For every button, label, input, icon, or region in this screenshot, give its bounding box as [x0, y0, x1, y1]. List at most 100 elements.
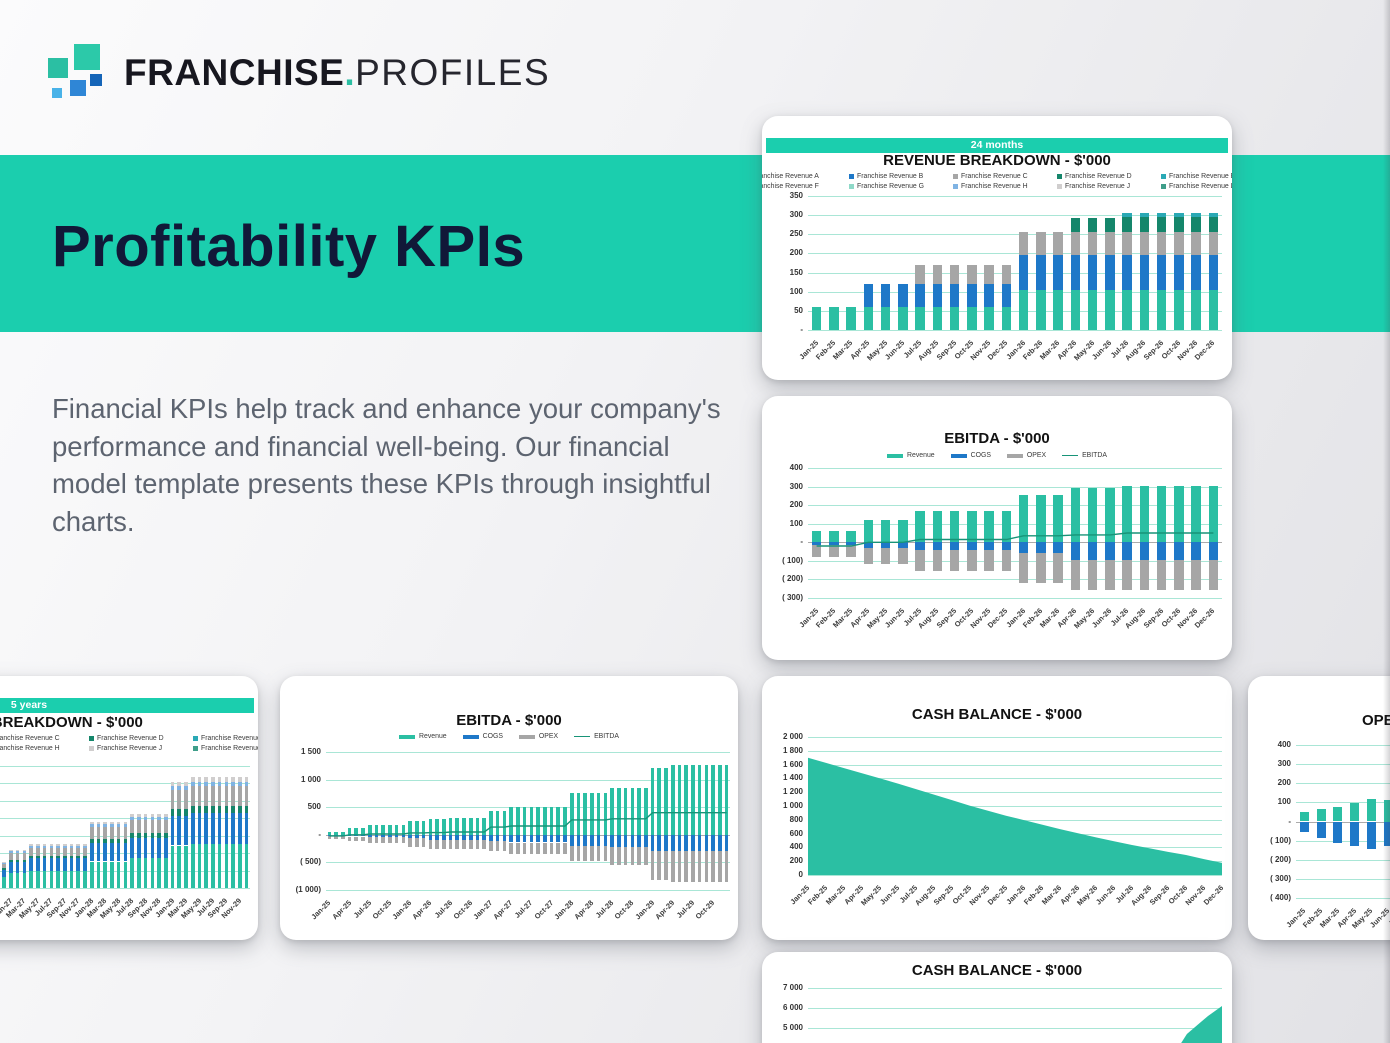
bar-segment [428, 818, 433, 835]
bar-segment [217, 786, 222, 807]
gridline [808, 272, 1222, 274]
bar-segment [1139, 485, 1150, 543]
bar-segment [415, 838, 419, 847]
bar-segment [650, 851, 655, 881]
bar-segment [590, 792, 594, 835]
bar-segment [1122, 255, 1132, 290]
gridline [808, 750, 1222, 752]
bar-segment [1122, 542, 1132, 560]
bar-segment [1139, 217, 1150, 233]
bar-segment [623, 787, 628, 835]
bar-segment [1191, 255, 1201, 290]
bar-segment [190, 843, 195, 888]
bar-segment [22, 859, 27, 862]
bar-segment [83, 855, 87, 859]
bar-segment [150, 813, 155, 817]
bar-segment [401, 825, 406, 835]
bar-segment [211, 843, 215, 888]
bar-segment [224, 812, 229, 844]
bar-segment [610, 834, 614, 847]
chart-title: CASH BALANCE - $'000 [911, 962, 1083, 979]
chart-title: EBITDA - $'000 [944, 430, 1050, 447]
bar-segment [949, 542, 960, 550]
bar-segment [224, 781, 229, 787]
bar-segment [1156, 255, 1167, 290]
bar-segment [630, 846, 635, 866]
bar-segment [231, 843, 235, 888]
gridline [808, 737, 1222, 738]
bar-segment [880, 307, 891, 330]
bar-segment [89, 838, 94, 843]
bar-segment [211, 812, 215, 844]
gridline [1296, 745, 1390, 746]
bar-segment [1156, 289, 1167, 330]
bar-segment [361, 836, 365, 842]
gridline [326, 807, 730, 809]
bar-segment [421, 834, 426, 839]
legend-item: Franchise Revenue D [1057, 173, 1145, 180]
bar-segment [15, 852, 20, 860]
y-tick-label: 300 [789, 481, 803, 491]
bar-segment [1156, 485, 1167, 543]
bar-segment [367, 834, 372, 837]
bar-segment [164, 858, 168, 888]
bar-segment [1156, 217, 1167, 233]
bar-segment [880, 284, 891, 308]
y-tick-label: 200 [789, 500, 803, 510]
bar-segment [898, 284, 908, 308]
bar-segment [89, 827, 94, 839]
bar-segment [442, 834, 446, 840]
bar-segment [704, 834, 709, 852]
bar-segment [224, 806, 229, 813]
bar-segment [448, 834, 453, 840]
bar-segment [724, 764, 729, 835]
bar-segment [347, 836, 352, 842]
y-tick-label: 250 [789, 229, 803, 239]
period-badge-5-years: 5 years [0, 698, 254, 713]
legend-item: Franchise Revenue A [762, 173, 833, 180]
bar-segment [475, 818, 480, 835]
bar-segment [211, 777, 215, 782]
bar-segment [96, 824, 101, 827]
bar-segment [130, 858, 134, 888]
gridline [0, 818, 250, 820]
bar-segment [1208, 559, 1219, 591]
y-tick-label: 350 [789, 191, 803, 200]
bar-segment [967, 510, 977, 543]
bar-segment [2, 862, 7, 864]
bar-segment [967, 542, 977, 550]
bar-segment [244, 806, 249, 813]
bar-segment [1383, 799, 1390, 822]
bar-segment [1018, 494, 1029, 543]
bar-segment [204, 806, 209, 813]
bar-segment [984, 307, 994, 330]
bar-segment [63, 844, 67, 847]
bar-segment [36, 844, 40, 847]
bar-segment [967, 264, 977, 284]
bar-segment [327, 831, 332, 835]
gridline [808, 875, 1222, 876]
bar-segment [1001, 549, 1012, 572]
gridline [808, 778, 1222, 780]
bar-segment [1139, 255, 1150, 290]
bar-segment [536, 807, 540, 835]
bar-segment [56, 855, 60, 859]
bar-segment [1174, 255, 1184, 290]
bar-segment [1208, 485, 1219, 543]
bar-segment [522, 834, 527, 843]
bar-segment [1139, 289, 1150, 330]
y-tick-label: - [800, 325, 803, 334]
bar-segment [63, 847, 67, 856]
bar-segment [1087, 217, 1098, 233]
bar-segment [1191, 232, 1201, 256]
bar-segment [1070, 559, 1081, 591]
bar-segment [367, 825, 372, 835]
logo-wordmark: FRANCHISE.PROFILES [124, 52, 550, 94]
bar-segment [177, 781, 182, 786]
chart-legend: Revenue COGS OPEX EBITDA [762, 452, 1232, 459]
bar-segment [829, 307, 839, 330]
bar-segment [42, 855, 47, 859]
bar-segment [76, 858, 81, 871]
bar-segment [244, 812, 249, 844]
